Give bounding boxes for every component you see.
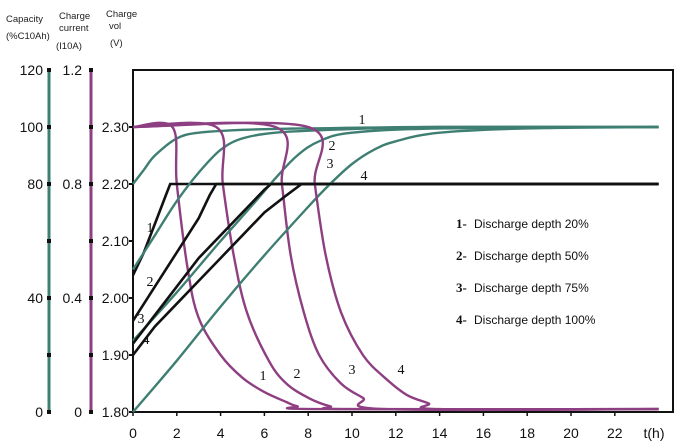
voltage-curve-4 xyxy=(131,182,659,356)
voltage-tick-label: 1.90 xyxy=(102,347,129,363)
plot-area xyxy=(131,121,659,413)
voltage-header-line1: Charge xyxy=(106,9,137,20)
current-tick-mark xyxy=(89,68,93,72)
voltage-curve-2 xyxy=(131,182,659,322)
voltage-axis-header: Charge vol (V) xyxy=(106,9,137,49)
capacity-curve-label-1: 1 xyxy=(359,113,366,128)
x-tick-label: 6 xyxy=(261,425,269,441)
capacity-tick-label: 120 xyxy=(20,62,44,78)
axes-layer: 0408010012000.40.81.21.801.902.002.102.2… xyxy=(20,62,674,441)
x-tick-label: 2 xyxy=(173,425,181,441)
x-tick-label: 4 xyxy=(217,425,225,441)
capacity-tick-mark xyxy=(47,125,51,129)
voltage-curve-label-4: 4 xyxy=(143,333,150,348)
capacity-tick-label: 80 xyxy=(27,176,43,192)
capacity-tick-mark xyxy=(47,68,51,72)
legend-number-2: 2- xyxy=(456,248,467,263)
current-tick-mark xyxy=(89,125,93,129)
current-tick-label: 0.8 xyxy=(63,176,83,192)
x-axis-label: t(h) xyxy=(644,425,665,441)
voltage-tick-label: 2.10 xyxy=(102,233,129,249)
current-curve-2 xyxy=(132,121,659,411)
current-curve-4 xyxy=(132,121,659,411)
current-tick-mark xyxy=(89,353,93,357)
capacity-curve-label-4: 4 xyxy=(361,169,368,184)
capacity-tick-mark xyxy=(47,410,51,414)
capacity-tick-label: 100 xyxy=(20,119,44,135)
current-curve-3 xyxy=(132,121,659,412)
voltage-header-line2: vol xyxy=(109,21,121,32)
current-header-line3: (I10A) xyxy=(56,41,82,52)
current-tick-label: 0 xyxy=(74,404,82,420)
legend-label-4: Discharge depth 100% xyxy=(474,313,596,327)
current-tick-mark xyxy=(89,410,93,414)
legend-number-1: 1- xyxy=(456,216,467,231)
capacity-tick-mark xyxy=(47,296,51,300)
current-curve-label-4: 4 xyxy=(398,363,405,378)
current-curve-label-3: 3 xyxy=(349,363,356,378)
current-tick-mark xyxy=(89,182,93,186)
current-header-line2: current xyxy=(59,23,89,34)
voltage-curve-3 xyxy=(131,182,659,345)
current-tick-label: 1.2 xyxy=(63,62,83,78)
capacity-header-line1: Capacity xyxy=(6,14,43,25)
capacity-axis-header: Capacity (%C10Ah) xyxy=(6,14,50,42)
voltage-curve-label-1: 1 xyxy=(147,221,154,236)
voltage-tick-label: 2.00 xyxy=(102,290,129,306)
x-tick-label: 16 xyxy=(476,425,492,441)
capacity-header-line2: (%C10Ah) xyxy=(6,31,50,42)
legend-label-3: Discharge depth 75% xyxy=(474,281,589,295)
voltage-curve-label-3: 3 xyxy=(138,312,145,327)
current-header-line1: Charge xyxy=(59,11,90,22)
capacity-tick-mark xyxy=(47,353,51,357)
capacity-curve-1 xyxy=(132,125,659,185)
voltage-curve-label-2: 2 xyxy=(147,275,154,290)
capacity-tick-label: 40 xyxy=(27,290,43,306)
current-curve-label-1: 1 xyxy=(260,369,267,384)
voltage-tick-label: 2.20 xyxy=(102,176,129,192)
legend-number-4: 4- xyxy=(456,312,467,327)
capacity-tick-mark xyxy=(47,239,51,243)
legend: 1- Discharge depth 20% 2- Discharge depth 5… xyxy=(456,216,596,327)
legend-number-3: 3- xyxy=(456,280,467,295)
curve-labels: 1 1 1 2 2 2 3 3 3 4 4 4 xyxy=(138,113,405,384)
capacity-curve-3 xyxy=(132,125,659,342)
current-tick-mark xyxy=(89,239,93,243)
capacity-tick-mark xyxy=(47,182,51,186)
legend-label-1: Discharge depth 20% xyxy=(474,217,589,231)
x-tick-label: 12 xyxy=(388,425,404,441)
x-tick-label: 20 xyxy=(563,425,579,441)
voltage-header-line3: (V) xyxy=(110,38,123,49)
x-tick-label: 8 xyxy=(304,425,312,441)
x-tick-label: 14 xyxy=(432,425,448,441)
current-tick-mark xyxy=(89,296,93,300)
capacity-curve-4 xyxy=(132,125,659,413)
x-tick-label: 18 xyxy=(519,425,535,441)
capacity-tick-label: 0 xyxy=(35,404,43,420)
legend-label-2: Discharge depth 50% xyxy=(474,249,589,263)
capacity-curve-2 xyxy=(131,125,659,271)
capacity-curve-label-3: 3 xyxy=(327,157,334,172)
current-tick-label: 0.4 xyxy=(63,290,83,306)
x-tick-label: 22 xyxy=(607,425,623,441)
current-curve-label-2: 2 xyxy=(294,367,301,382)
capacity-curve-label-2: 2 xyxy=(329,139,336,154)
x-tick-label: 0 xyxy=(129,425,137,441)
current-axis-header: Charge current (I10A) xyxy=(56,11,90,52)
x-tick-label: 10 xyxy=(344,425,360,441)
voltage-tick-label: 1.80 xyxy=(102,404,129,420)
voltage-tick-label: 2.30 xyxy=(102,119,129,135)
